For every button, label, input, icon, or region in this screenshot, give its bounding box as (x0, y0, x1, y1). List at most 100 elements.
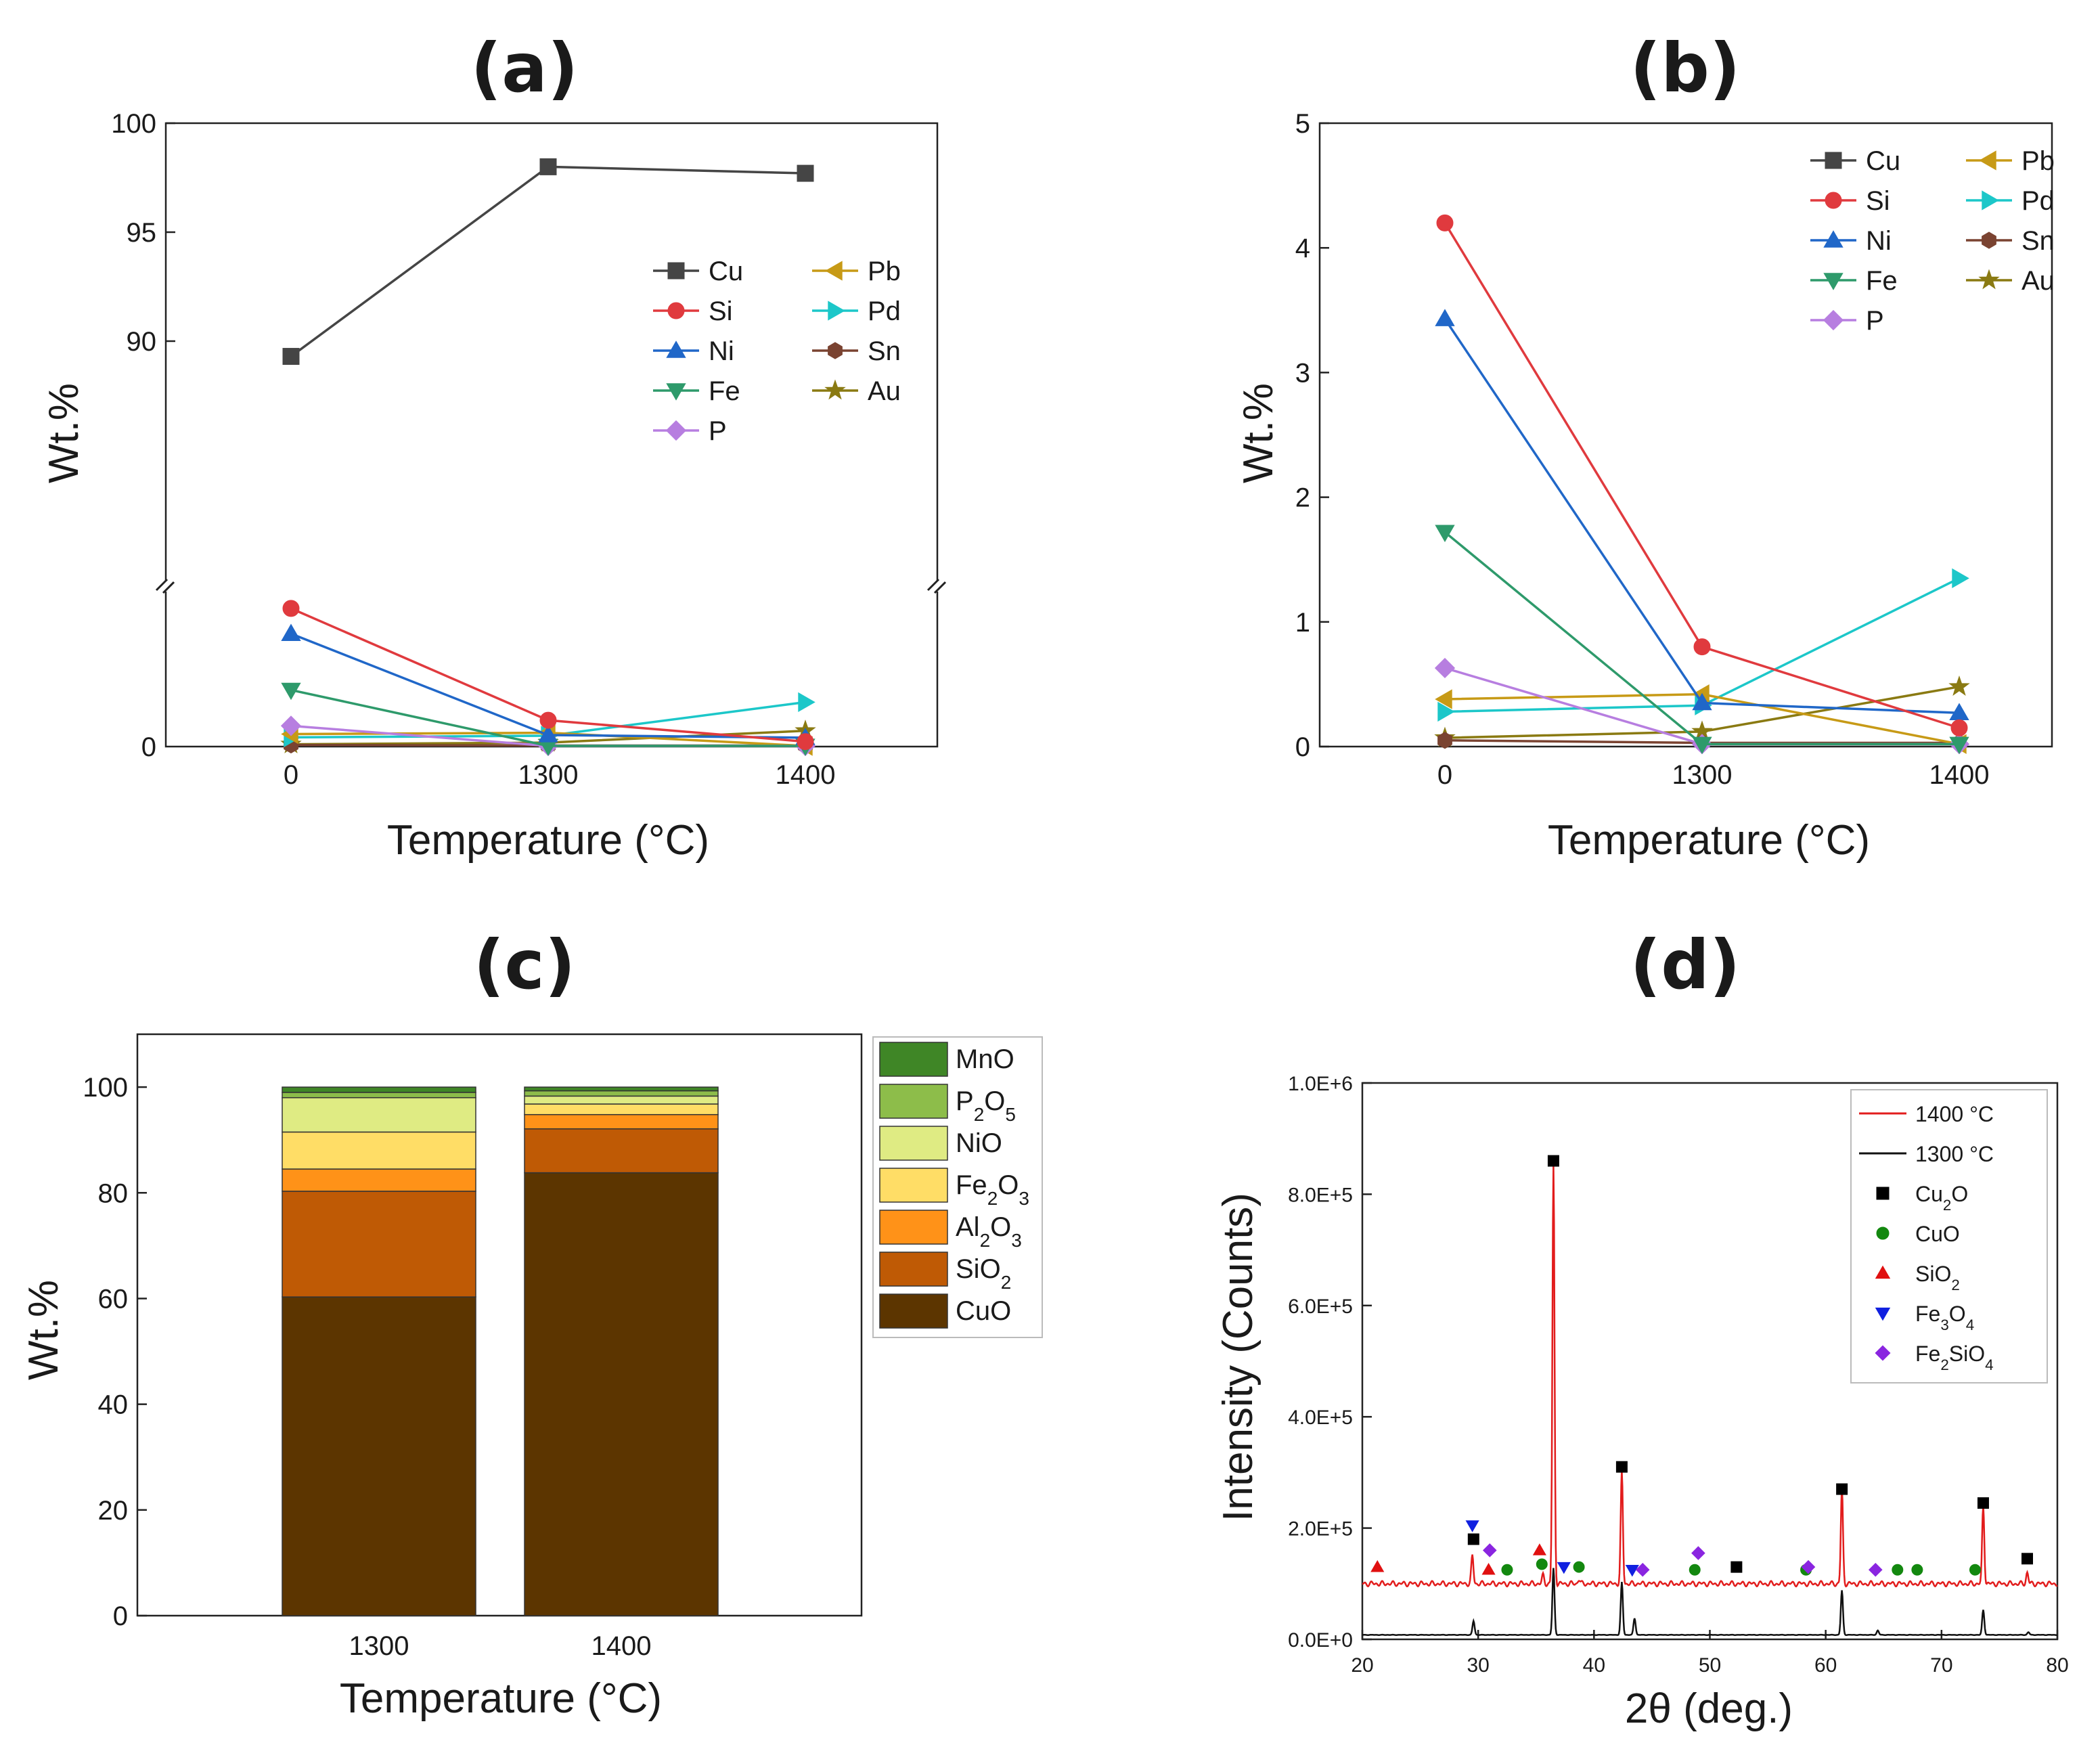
panel-b-legend-label-Cu: Cu (1866, 146, 1900, 176)
panel-c-legend-label-Al2O3: Al2O3 (956, 1212, 1022, 1251)
panel-b-ylabel: Wt.% (1235, 383, 1282, 483)
panel-c-legend-label-CuO: CuO (956, 1296, 1011, 1326)
panel-d-phase-marker-Cu2O (1547, 1155, 1559, 1167)
panel-c-legend-swatch-P2O5 (879, 1084, 948, 1119)
panel-b-point-Pd (1952, 568, 1969, 588)
panel-c-plot-frame (136, 1033, 863, 1617)
panel-c-title: (c) (474, 925, 576, 1004)
panel-b-legend-marker-P (1823, 309, 1844, 331)
panel-c-bar-NiO (524, 1095, 719, 1105)
panel-c-bar-Fe2O3 (524, 1103, 719, 1115)
panel-a-axis-break-mark (926, 578, 940, 592)
panel-d-phase-marker-Fe3O4 (1465, 1520, 1479, 1532)
panel-b-point-Si (1693, 638, 1711, 656)
panel-b-legend-marker-Sn (1982, 231, 1996, 249)
panel-b-ytick-label: 5 (1295, 109, 1310, 139)
panel-c-legend-swatch-MnO (879, 1042, 948, 1077)
panel-a-xlabel: Temperature (°C) (387, 817, 709, 864)
panel-c-legend-label-SiO2: SiO2 (956, 1254, 1011, 1293)
panel-a-axis-break-mark (162, 581, 175, 594)
panel-a-legend-label-Pd: Pd (868, 296, 901, 326)
panel-b-xtick-label: 0 (1437, 760, 1452, 790)
panel-b-xlabel: Temperature (°C) (1548, 817, 1870, 864)
panel-d-ylabel: Intensity (Counts) (1215, 1193, 1261, 1522)
panel-c-bar-MnO (524, 1086, 719, 1092)
panel-b-point-Sn (1437, 732, 1452, 749)
panel-c-legend-label-P2O5: P2O5 (956, 1086, 1016, 1125)
panel-b-legend-label-Sn: Sn (2021, 226, 2055, 256)
panel-c-ytick-label: 80 (98, 1178, 129, 1208)
panel-b-point-Fe (1949, 736, 1969, 755)
panel-b-legend-label-Au: Au (2021, 266, 2055, 296)
panel-a-legend-label-P: P (709, 416, 727, 446)
panel-c-ylabel: Wt.% (20, 1280, 67, 1380)
panel-a-legend-label-Fe: Fe (709, 376, 740, 406)
panel-d-ytick-label: 2.0E+5 (1288, 1518, 1353, 1541)
panel-b-ytick-label: 4 (1295, 234, 1310, 263)
panel-c-bar-P2O5 (524, 1090, 719, 1097)
panel-c-legend-label-NiO: NiO (956, 1128, 1002, 1158)
panel-a-legend-label-Ni: Ni (709, 336, 734, 366)
panel-b-legend-marker-Pb (1979, 150, 1996, 171)
panel-a-title: (a) (471, 28, 579, 108)
panel-a-point-Si (282, 600, 300, 617)
panel-b-point-Fe (1692, 736, 1712, 755)
panel-a-ylabel: Wt.% (41, 383, 87, 483)
panel-d-legend-label: 1400 °C (1915, 1102, 1994, 1126)
panel-c-legend-swatch-NiO (879, 1126, 948, 1161)
panel-b-legend-marker-Au (1978, 269, 2000, 290)
panel-b-legend-label-P: P (1866, 306, 1884, 336)
panel-b-legend-label-Fe: Fe (1866, 266, 1898, 296)
panel-b-legend-marker-Cu (1825, 152, 1842, 169)
panel-d-phase-marker-CuO (1573, 1561, 1585, 1573)
panel-c-legend-swatch-SiO2 (879, 1252, 948, 1287)
panel-d-legend-marker-CuO (1876, 1226, 1890, 1240)
panel-d-phase-marker-SiO2 (1481, 1563, 1496, 1575)
panel-d-pattern-1300 (1362, 1568, 2058, 1637)
panel-d-legend-marker-Cu2O (1876, 1187, 1890, 1200)
panel-b-legend-marker-Ni (1823, 230, 1844, 248)
panel-a-legend-label-Cu: Cu (709, 257, 743, 286)
panel-c-ytick-label: 0 (113, 1601, 128, 1631)
panel-b-legend-label-Pb: Pb (2021, 146, 2055, 176)
panel-d-legend-label-Cu2O: Cu2O (1915, 1182, 1968, 1214)
panel-c-bar-SiO2 (282, 1191, 476, 1298)
panel-b-legend-label-Ni: Ni (1866, 226, 1892, 256)
panel-a-xtick-label: 1400 (776, 760, 836, 790)
panel-a-legend-marker-P (665, 420, 687, 441)
panel-a-legend-label-Au: Au (868, 376, 901, 406)
panel-a-point-Si (797, 733, 814, 751)
panel-d-title: (d) (1630, 925, 1741, 1004)
panel-b-point-Au (1948, 676, 1970, 696)
panel-c-bar-NiO (282, 1097, 476, 1133)
panel-c-xtick-label: 1300 (349, 1631, 409, 1661)
panel-b-point-Ni (1435, 309, 1455, 326)
panel-a-ytick-label: 90 (127, 327, 157, 357)
panel-a-point-Fe (281, 682, 301, 701)
panel-d-phase-marker-Fe2SiO4 (1691, 1546, 1705, 1560)
panel-d-phase-marker-Fe3O4 (1625, 1564, 1639, 1577)
panel-a-legend-marker-Fe (666, 383, 686, 401)
panel-c-legend-swatch-Al2O3 (879, 1210, 948, 1245)
panel-b-legend-marker-Pd (1982, 190, 1999, 211)
panel-d-xtick-label: 30 (1467, 1654, 1489, 1677)
panel-d-xtick-label: 40 (1583, 1654, 1605, 1677)
panel-d-xlabel: 2θ (deg.) (1625, 1685, 1793, 1732)
panel-b-xtick-label: 1400 (1929, 760, 1990, 790)
panel-c-legend-label-Fe2O3: Fe2O3 (956, 1170, 1029, 1209)
panel-d-legend-marker-Fe2SiO4 (1875, 1345, 1891, 1361)
panel-a-point-Ni (281, 623, 301, 642)
panel-a-axis-break-mark (933, 581, 947, 594)
panel-d-xtick-label: 20 (1351, 1654, 1373, 1677)
panel-c-ytick-label: 60 (98, 1284, 129, 1314)
panel-b-point-P (1434, 657, 1456, 679)
panel-c-legend-swatch-Fe2O3 (879, 1168, 948, 1203)
panel-d-phase-marker-CuO (1536, 1558, 1548, 1570)
panel-a-ytick-label: 95 (127, 218, 157, 248)
panel-d-phase-marker-Fe3O4 (1557, 1562, 1571, 1574)
panel-d-ytick-label: 6.0E+5 (1288, 1296, 1353, 1318)
panel-b-legend-marker-Fe (1823, 273, 1844, 290)
panel-c-ytick-label: 100 (83, 1073, 128, 1103)
panel-d-ytick-label: 1.0E+6 (1288, 1073, 1353, 1095)
